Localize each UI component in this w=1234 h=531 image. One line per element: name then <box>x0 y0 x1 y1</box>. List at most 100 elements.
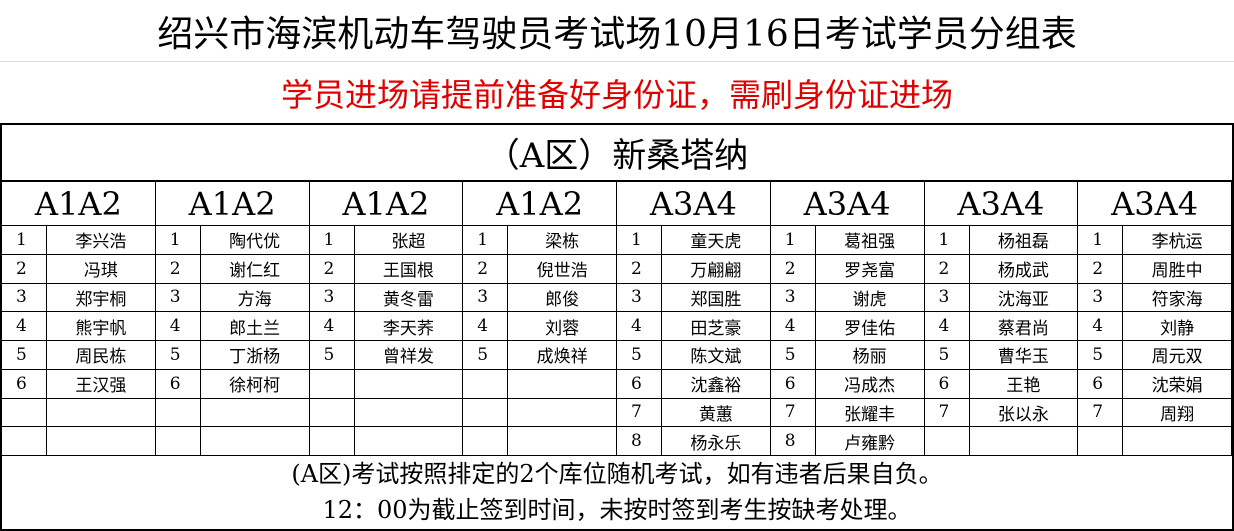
student-name: 王汉强 <box>47 369 156 399</box>
seat-number: 2 <box>617 254 662 284</box>
seat-number: 6 <box>924 369 970 399</box>
student-name: 张超 <box>354 226 464 255</box>
seat-number <box>1078 427 1124 456</box>
seat-number: 1 <box>1078 226 1124 255</box>
student-name: 葛祖强 <box>815 226 925 255</box>
student-name: 蔡君尚 <box>969 312 1079 341</box>
seat-number: 5 <box>770 341 816 370</box>
seat-number: 3 <box>924 283 970 313</box>
seat-number: 1 <box>2 226 47 255</box>
student-name: 李兴浩 <box>47 226 156 255</box>
seat-number: 4 <box>1078 312 1124 341</box>
student-name: 田芝豪 <box>662 312 771 341</box>
student-name: 郑宇桐 <box>47 283 156 313</box>
seat-number: 3 <box>309 283 355 313</box>
student-name: 黄蕙 <box>662 398 771 428</box>
student-name: 方海 <box>200 283 310 313</box>
footer-line: 12：00为截止签到时间，未按时签到考生按缺考处理。 <box>322 496 912 524</box>
student-name: 周民栋 <box>47 341 156 370</box>
student-name: 谢虎 <box>815 283 925 313</box>
seat-number: 7 <box>617 398 662 428</box>
seat-number: 4 <box>770 312 816 341</box>
seat-number: 2 <box>155 254 201 284</box>
student-name: 童天虎 <box>662 226 771 255</box>
group-header: A1A2 <box>463 182 617 226</box>
seat-number: 4 <box>924 312 970 341</box>
seat-number: 1 <box>770 226 816 255</box>
student-name: 徐柯柯 <box>200 369 310 399</box>
seat-number: 4 <box>463 312 509 341</box>
seat-number: 5 <box>2 341 47 370</box>
student-name: 李杭运 <box>1123 226 1232 255</box>
notice: 学员进场请提前准备好身份证，需刷身份证进场 <box>0 62 1234 125</box>
student-name: 郎俊 <box>508 283 617 313</box>
seat-number: 1 <box>924 226 970 255</box>
student-name: 王国根 <box>354 254 464 284</box>
seat-number: 7 <box>1078 398 1124 428</box>
student-name <box>508 427 617 456</box>
student-name <box>200 427 310 456</box>
seat-number: 7 <box>924 398 970 428</box>
zone-header: （A区）新桑塔纳 <box>0 125 1234 182</box>
seat-number <box>463 369 509 399</box>
seat-number <box>309 398 355 428</box>
seat-number <box>155 427 201 456</box>
student-name: 符家海 <box>1123 283 1232 313</box>
student-name <box>354 369 464 399</box>
student-name: 冯成杰 <box>815 369 925 399</box>
student-name: 沈海亚 <box>969 283 1079 313</box>
student-name: 沈荣娟 <box>1123 369 1232 399</box>
student-name: 罗佳佑 <box>815 312 925 341</box>
seat-number <box>463 427 509 456</box>
footer: (A区)考试按照排定的2个库位随机考试，如有违者后果自负。 12：00为截止签到时… <box>0 456 1234 531</box>
seat-number: 6 <box>2 369 47 399</box>
student-name <box>200 398 310 428</box>
student-name: 倪世浩 <box>508 254 617 284</box>
student-name <box>47 427 156 456</box>
student-name <box>354 398 464 428</box>
student-name: 周元双 <box>1123 341 1232 370</box>
student-name: 熊宇帆 <box>47 312 156 341</box>
student-name: 罗尧富 <box>815 254 925 284</box>
seat-number <box>309 427 355 456</box>
seat-number: 3 <box>617 283 662 313</box>
seat-number: 3 <box>155 283 201 313</box>
student-name <box>1123 427 1232 456</box>
student-name: 刘静 <box>1123 312 1232 341</box>
seat-number: 4 <box>309 312 355 341</box>
seat-number <box>155 398 201 428</box>
student-name <box>47 398 156 428</box>
student-name: 周翔 <box>1123 398 1232 428</box>
student-name: 曹华玉 <box>969 341 1079 370</box>
student-name: 郎土兰 <box>200 312 310 341</box>
student-name: 陈文斌 <box>662 341 771 370</box>
seat-number: 5 <box>155 341 201 370</box>
student-name: 杨成武 <box>969 254 1079 284</box>
student-name: 张耀丰 <box>815 398 925 428</box>
student-name <box>354 427 464 456</box>
student-name: 杨祖磊 <box>969 226 1079 255</box>
seat-number: 6 <box>770 369 816 399</box>
student-name: 丁浙杨 <box>200 341 310 370</box>
student-name: 谢仁红 <box>200 254 310 284</box>
seat-number: 3 <box>1078 283 1124 313</box>
seat-number: 7 <box>770 398 816 428</box>
student-name: 卢雍黔 <box>815 427 925 456</box>
student-name: 成焕祥 <box>508 341 617 370</box>
seat-number <box>463 398 509 428</box>
seat-number <box>309 369 355 399</box>
student-name: 陶代优 <box>200 226 310 255</box>
student-name: 曾祥发 <box>354 341 464 370</box>
seat-number: 5 <box>463 341 509 370</box>
student-name: 万翩翩 <box>662 254 771 284</box>
footer-line: (A区)考试按照排定的2个库位随机考试，如有违者后果自负。 <box>291 460 943 488</box>
seat-number <box>2 427 47 456</box>
student-name: 周胜中 <box>1123 254 1232 284</box>
seat-number: 6 <box>155 369 201 399</box>
student-name <box>969 427 1079 456</box>
seat-number: 2 <box>309 254 355 284</box>
group-header: A1A2 <box>155 182 310 226</box>
seat-number: 2 <box>924 254 970 284</box>
seat-number: 6 <box>617 369 662 399</box>
seat-number: 5 <box>309 341 355 370</box>
